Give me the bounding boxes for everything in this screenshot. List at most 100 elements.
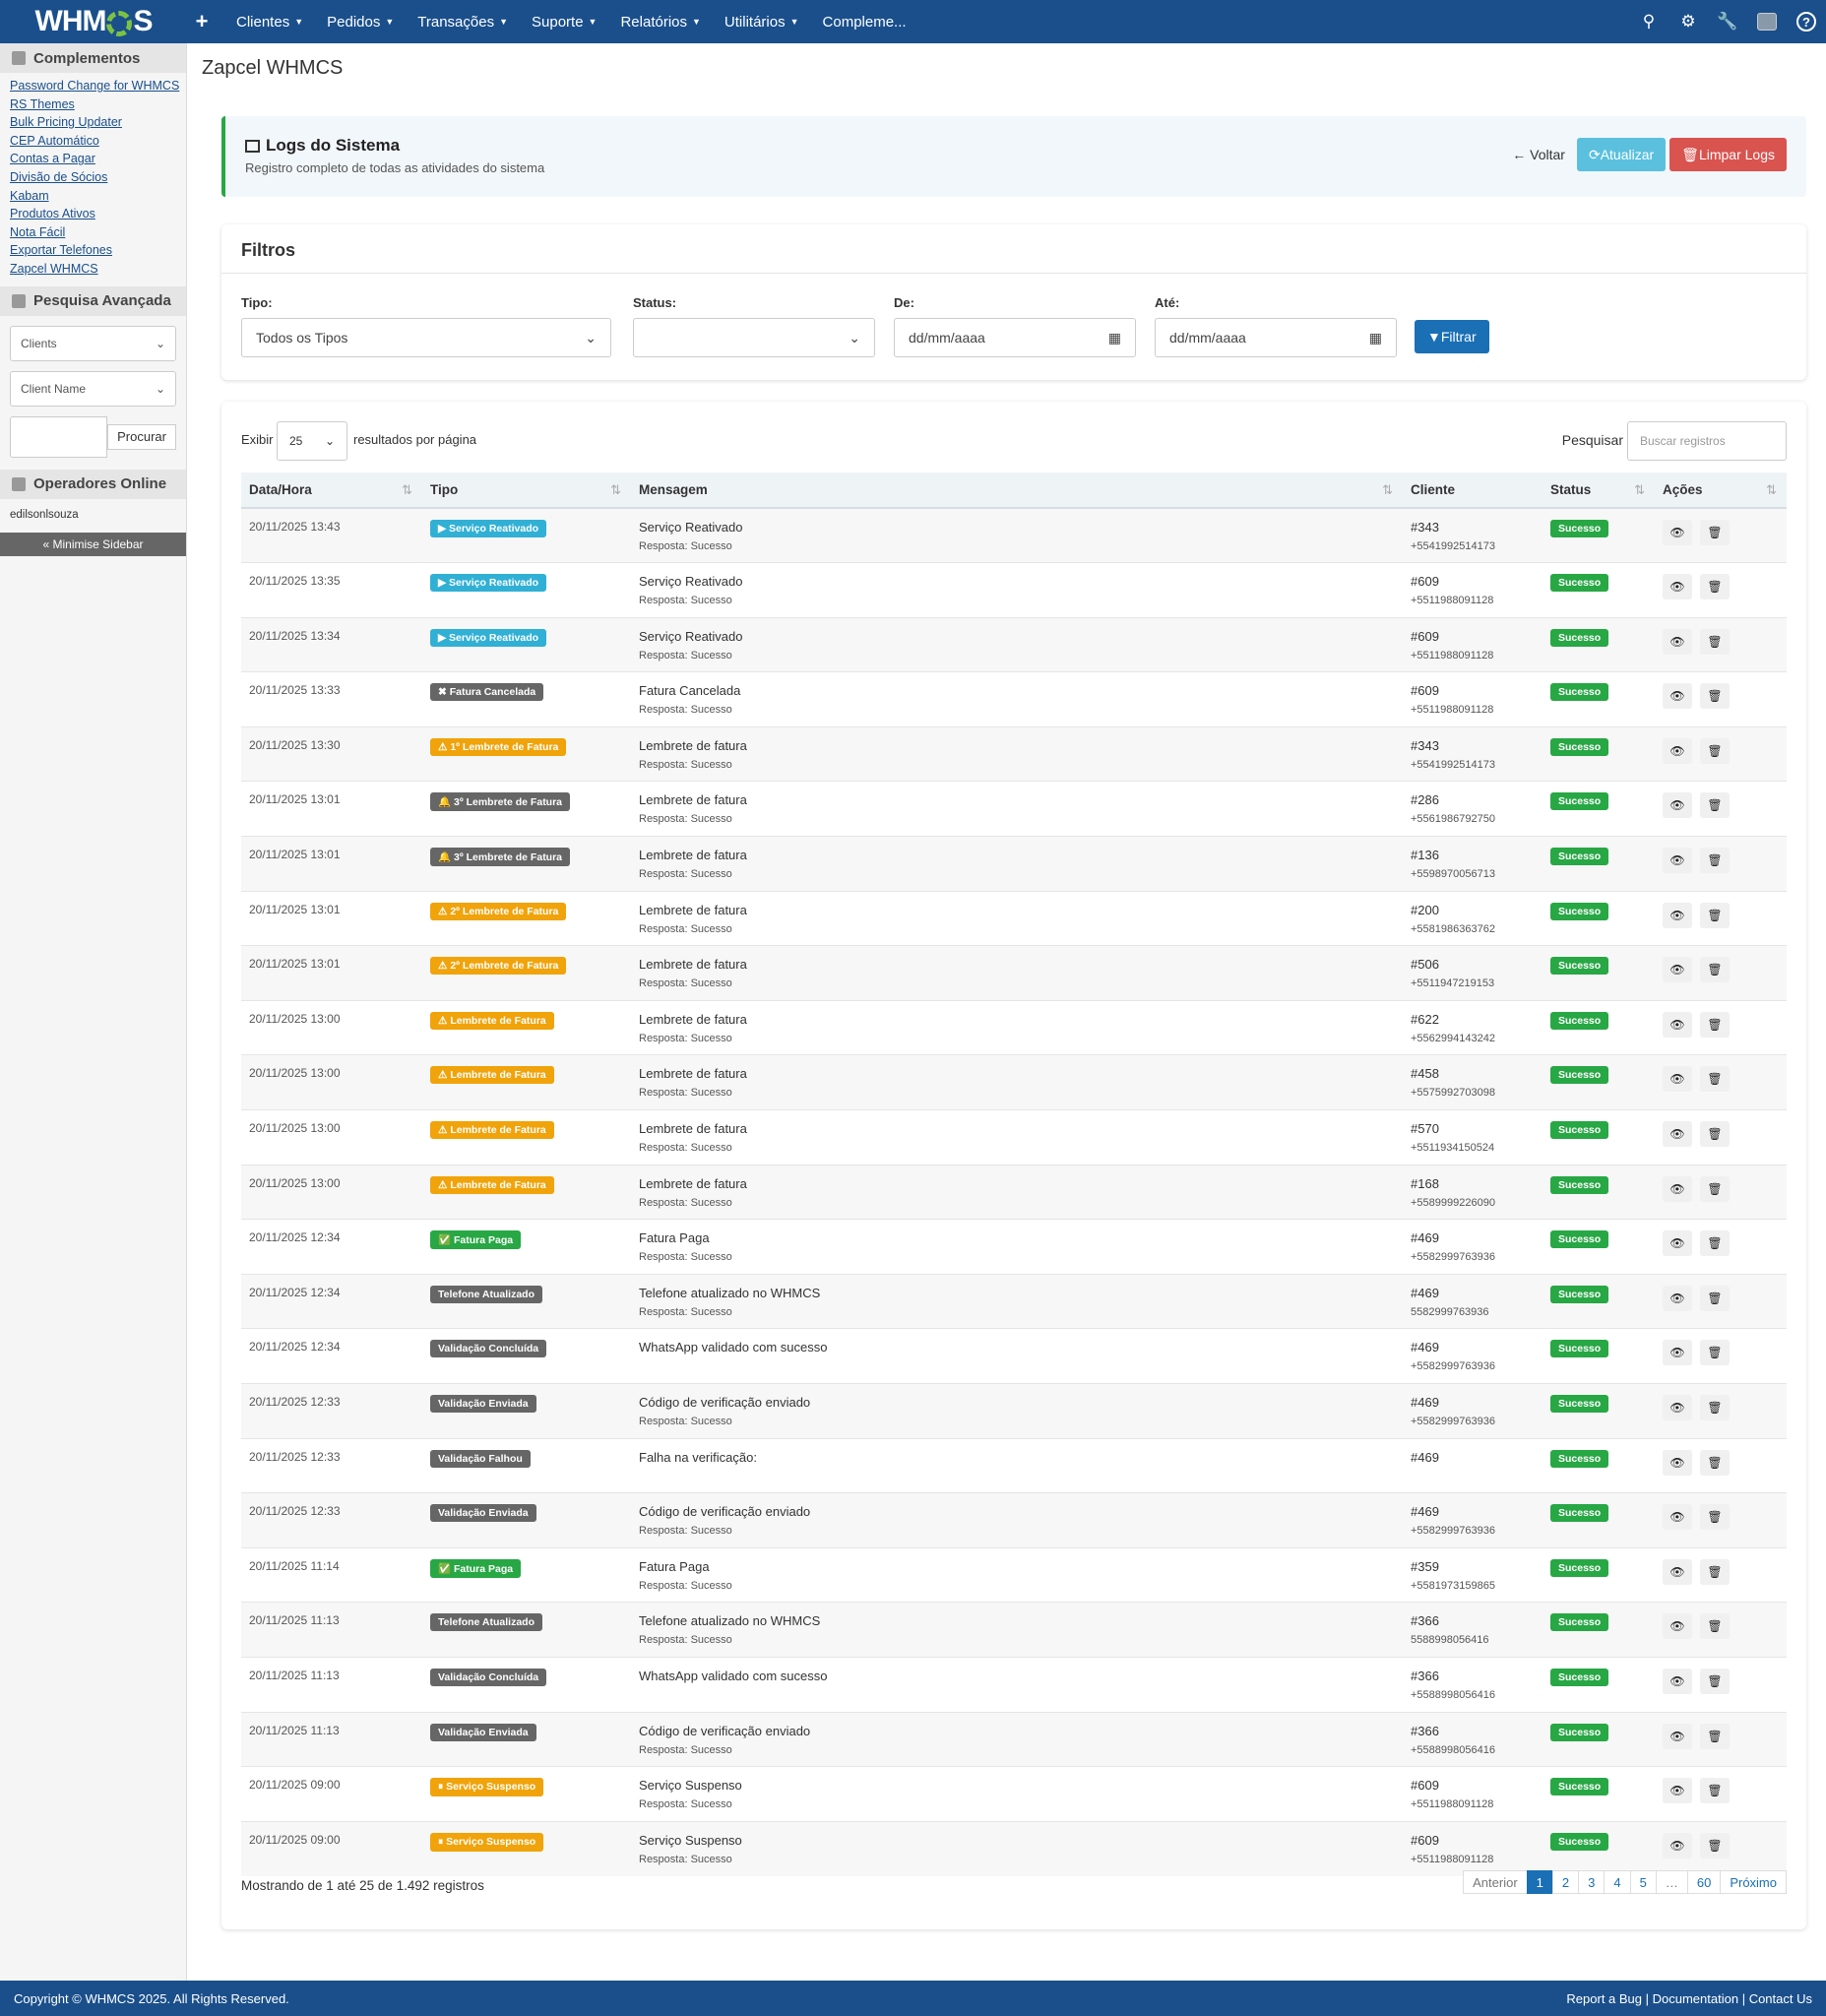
view-eye-icon[interactable]: 👁 xyxy=(1663,1395,1692,1420)
clear-logs-button[interactable]: 🗑 Limpar Logs xyxy=(1669,138,1787,171)
delete-trash-icon[interactable]: 🗑 xyxy=(1700,628,1730,655)
page-link[interactable]: 5 xyxy=(1629,1870,1657,1894)
addon-link[interactable]: Exportar Telefones xyxy=(10,243,112,258)
footer-link[interactable]: Documentation xyxy=(1652,1990,1739,2006)
page-link[interactable]: … xyxy=(1655,1870,1688,1894)
page-size-select[interactable]: 25 ⌄ xyxy=(277,421,347,461)
view-eye-icon[interactable]: 👁 xyxy=(1663,848,1692,874)
addon-link[interactable]: CEP Automático xyxy=(10,133,99,148)
view-eye-icon[interactable]: 👁 xyxy=(1663,1504,1692,1531)
delete-trash-icon[interactable]: 🗑 xyxy=(1700,957,1730,983)
view-eye-icon[interactable]: 👁 xyxy=(1663,1011,1692,1038)
view-eye-icon[interactable]: 👁 xyxy=(1663,1285,1692,1311)
delete-trash-icon[interactable]: 🗑 xyxy=(1700,1449,1730,1476)
addon-link[interactable]: Zapcel WHMCS xyxy=(10,261,98,276)
view-eye-icon[interactable]: 👁 xyxy=(1663,574,1692,600)
online-user[interactable]: edilsonlsouza xyxy=(10,508,79,521)
addon-link[interactable]: Nota Fácil xyxy=(10,224,66,239)
minimise-sidebar-button[interactable]: « Minimise Sidebar xyxy=(0,532,186,556)
view-eye-icon[interactable]: 👁 xyxy=(1663,1175,1692,1202)
delete-trash-icon[interactable]: 🗑 xyxy=(1700,1175,1730,1202)
nav-item-0[interactable]: Clientes ▼ xyxy=(224,0,315,43)
search-field-select[interactable]: Client Name ⌄ xyxy=(10,370,176,407)
client-id[interactable]: #570 xyxy=(1411,1121,1439,1137)
column-header[interactable]: Tipo ⇅ xyxy=(422,472,631,508)
delete-trash-icon[interactable]: 🗑 xyxy=(1700,1230,1730,1257)
client-id[interactable]: #469 xyxy=(1411,1340,1439,1355)
column-header[interactable]: Mensagem ⇅ xyxy=(631,472,1403,508)
sort-icon[interactable]: ⇅ xyxy=(1382,482,1393,497)
wrench-icon[interactable]: 🔧 xyxy=(1717,12,1738,31)
delete-trash-icon[interactable]: 🗑 xyxy=(1700,1832,1730,1858)
addon-link[interactable]: Kabam xyxy=(10,188,49,203)
view-eye-icon[interactable]: 👁 xyxy=(1663,1778,1692,1804)
page-link[interactable]: 1 xyxy=(1526,1870,1553,1894)
nav-item-6[interactable]: Compleme... xyxy=(811,0,918,43)
sidebar-search-input[interactable] xyxy=(10,415,108,458)
client-id[interactable]: #366 xyxy=(1411,1668,1439,1683)
delete-trash-icon[interactable]: 🗑 xyxy=(1700,1723,1730,1749)
view-eye-icon[interactable]: 👁 xyxy=(1663,1832,1692,1858)
view-eye-icon[interactable]: 👁 xyxy=(1663,628,1692,655)
column-header[interactable]: Data/Hora ⇅ xyxy=(241,472,422,508)
to-date-input[interactable]: dd/mm/aaaa ▦ xyxy=(1155,318,1397,357)
sort-icon[interactable]: ⇅ xyxy=(1766,482,1777,497)
delete-trash-icon[interactable]: 🗑 xyxy=(1700,737,1730,764)
client-id[interactable]: #469 xyxy=(1411,1504,1439,1520)
view-eye-icon[interactable]: 👁 xyxy=(1663,792,1692,819)
delete-trash-icon[interactable]: 🗑 xyxy=(1700,683,1730,710)
delete-trash-icon[interactable]: 🗑 xyxy=(1700,1778,1730,1804)
delete-trash-icon[interactable]: 🗑 xyxy=(1700,520,1730,545)
client-id[interactable]: #359 xyxy=(1411,1558,1439,1574)
whmcs-logo[interactable]: WHM S xyxy=(0,0,187,43)
nav-item-5[interactable]: Utilitários ▼ xyxy=(713,0,811,43)
client-id[interactable]: #458 xyxy=(1411,1066,1439,1082)
user-avatar[interactable] xyxy=(1747,0,1787,43)
view-eye-icon[interactable]: 👁 xyxy=(1663,1066,1692,1093)
delete-trash-icon[interactable]: 🗑 xyxy=(1700,902,1730,928)
sort-icon[interactable]: ⇅ xyxy=(610,482,621,497)
client-id[interactable]: #136 xyxy=(1411,848,1439,863)
client-id[interactable]: #469 xyxy=(1411,1230,1439,1246)
delete-trash-icon[interactable]: 🗑 xyxy=(1700,1613,1730,1640)
filter-button[interactable]: ▼ Filtrar xyxy=(1415,320,1489,353)
delete-trash-icon[interactable]: 🗑 xyxy=(1700,1121,1730,1148)
view-eye-icon[interactable]: 👁 xyxy=(1663,1230,1692,1257)
client-id[interactable]: #609 xyxy=(1411,1778,1439,1794)
view-eye-icon[interactable]: 👁 xyxy=(1663,1340,1692,1366)
delete-trash-icon[interactable]: 🗑 xyxy=(1700,1340,1730,1366)
sort-icon[interactable]: ⇅ xyxy=(402,482,412,497)
page-link[interactable]: Anterior xyxy=(1463,1870,1528,1894)
view-eye-icon[interactable]: 👁 xyxy=(1663,1558,1692,1585)
view-eye-icon[interactable]: 👁 xyxy=(1663,1668,1692,1694)
calendar-icon[interactable]: ▦ xyxy=(1368,329,1382,346)
delete-trash-icon[interactable]: 🗑 xyxy=(1700,1011,1730,1038)
view-eye-icon[interactable]: 👁 xyxy=(1663,902,1692,928)
nav-item-2[interactable]: Transações ▼ xyxy=(406,0,520,43)
search-icon[interactable]: ⚲ xyxy=(1642,12,1656,31)
help-icon[interactable]: ? xyxy=(1787,0,1826,43)
view-eye-icon[interactable]: 👁 xyxy=(1663,683,1692,710)
delete-trash-icon[interactable]: 🗑 xyxy=(1700,1504,1730,1531)
client-id[interactable]: #609 xyxy=(1411,628,1439,644)
search-type-select[interactable]: Clients ⌄ xyxy=(10,325,176,361)
delete-trash-icon[interactable]: 🗑 xyxy=(1700,1285,1730,1311)
addon-link[interactable]: Bulk Pricing Updater xyxy=(10,115,122,130)
calendar-icon[interactable]: ▦ xyxy=(1107,329,1121,346)
nav-item-3[interactable]: Suporte ▼ xyxy=(520,0,608,43)
view-eye-icon[interactable]: 👁 xyxy=(1663,737,1692,764)
nav-item-1[interactable]: Pedidos ▼ xyxy=(315,0,406,43)
status-select[interactable]: ⌄ xyxy=(633,318,875,357)
delete-trash-icon[interactable]: 🗑 xyxy=(1700,848,1730,874)
view-eye-icon[interactable]: 👁 xyxy=(1663,1723,1692,1749)
client-id[interactable]: #200 xyxy=(1411,902,1439,917)
column-header[interactable]: Ações ⇅ xyxy=(1655,472,1787,508)
column-header[interactable]: Cliente xyxy=(1403,472,1543,508)
delete-trash-icon[interactable]: 🗑 xyxy=(1700,1066,1730,1093)
client-id[interactable]: #343 xyxy=(1411,737,1439,753)
settings-icon[interactable]: ⚙ xyxy=(1680,12,1696,31)
view-eye-icon[interactable]: 👁 xyxy=(1663,957,1692,983)
footer-link[interactable]: Report a Bug xyxy=(1566,1990,1643,2006)
addon-link[interactable]: Password Change for WHMCS xyxy=(10,79,180,93)
client-id[interactable]: #609 xyxy=(1411,683,1439,699)
